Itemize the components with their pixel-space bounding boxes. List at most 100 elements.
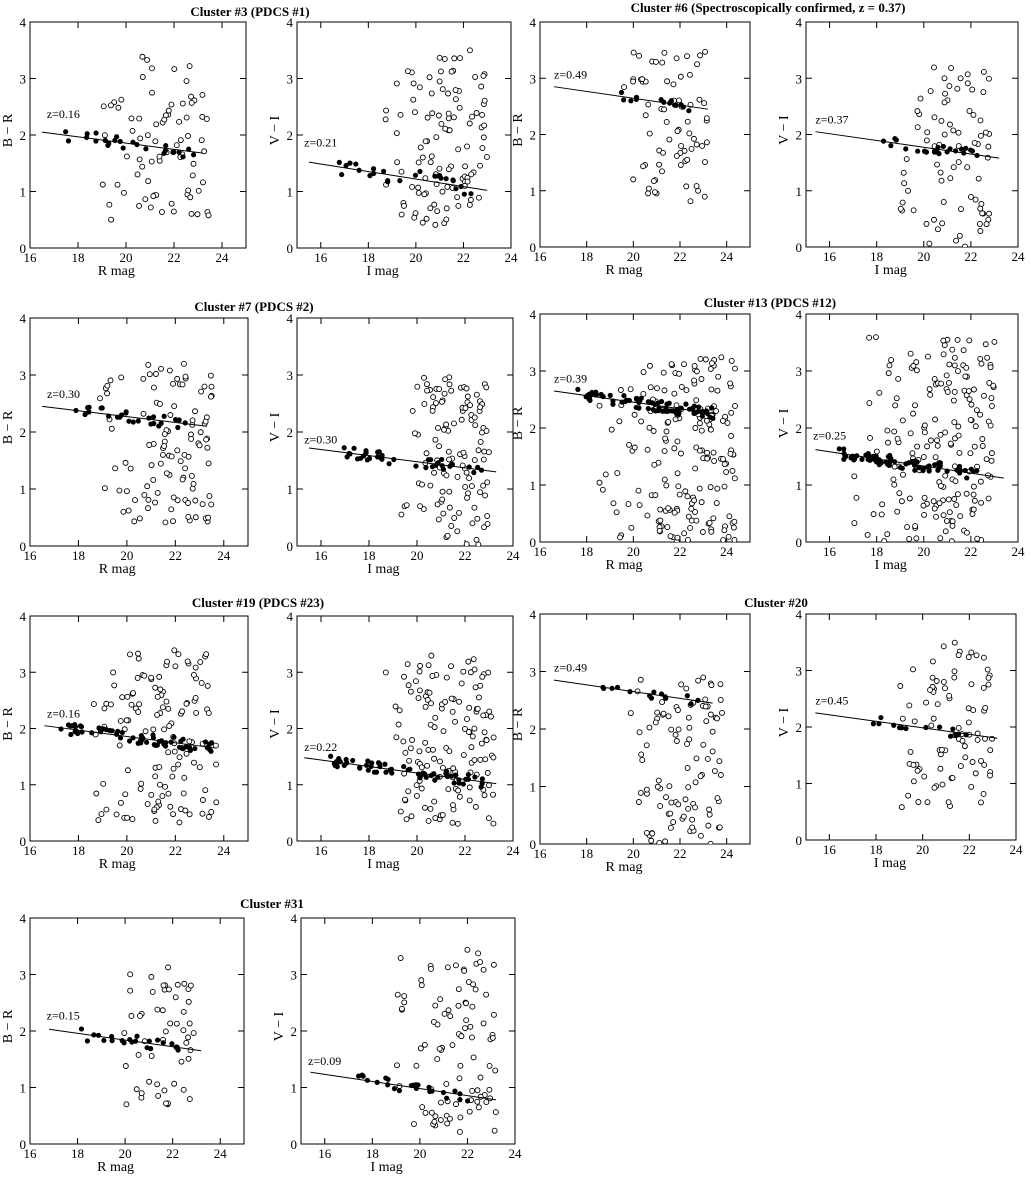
x-tick-label: 18	[366, 1146, 379, 1161]
field-galaxy-point	[717, 681, 724, 688]
cluster-member-point	[683, 401, 689, 407]
field-galaxy-point	[429, 673, 436, 679]
field-galaxy-point	[411, 109, 418, 116]
field-galaxy-point	[480, 134, 487, 141]
field-galaxy-point	[445, 166, 452, 173]
plot-points	[63, 53, 212, 223]
field-galaxy-point	[398, 1005, 405, 1012]
field-galaxy-point	[482, 492, 489, 499]
cluster-member-point	[360, 1073, 366, 1079]
cluster-member-point	[171, 734, 177, 740]
field-galaxy-point	[948, 65, 955, 72]
field-galaxy-point	[186, 738, 193, 745]
field-galaxy-point	[693, 755, 700, 762]
field-galaxy-point	[429, 110, 436, 117]
field-galaxy-point	[968, 649, 975, 656]
field-galaxy-point	[430, 394, 437, 401]
x-tick-label: 16	[823, 249, 837, 264]
field-galaxy-point	[446, 748, 453, 755]
field-galaxy-point	[969, 759, 976, 765]
field-galaxy-point	[479, 673, 486, 680]
cluster-member-point	[926, 468, 932, 474]
cluster-member-point	[169, 1041, 175, 1047]
cluster-member-point	[370, 166, 377, 172]
field-galaxy-point	[382, 669, 389, 676]
field-galaxy-point	[973, 652, 980, 659]
y-tick-label: 3	[530, 364, 537, 379]
field-galaxy-point	[693, 397, 700, 404]
cluster-member-point	[425, 457, 432, 463]
x-axis-label: I mag	[367, 562, 399, 577]
field-galaxy-point	[625, 501, 632, 508]
field-galaxy-point	[447, 1013, 454, 1020]
field-galaxy-point	[661, 106, 668, 113]
field-galaxy-point	[890, 476, 897, 483]
field-galaxy-point	[192, 664, 199, 671]
cluster-member-point	[121, 1040, 127, 1046]
field-galaxy-point	[711, 458, 718, 464]
field-galaxy-point	[166, 723, 173, 729]
field-galaxy-point	[146, 442, 153, 448]
cluster-title: Cluster #7 (PDCS #2)	[194, 299, 313, 314]
field-galaxy-point	[645, 101, 652, 108]
y-tick-label: 1	[530, 780, 537, 795]
field-galaxy-point	[148, 973, 155, 980]
field-galaxy-point	[187, 982, 194, 989]
field-galaxy-point	[714, 715, 720, 722]
field-galaxy-point	[490, 754, 497, 761]
y-tick-label: 2	[796, 128, 803, 143]
red-sequence-fit-line	[815, 449, 1004, 479]
field-galaxy-point	[956, 449, 963, 456]
cluster-member-point	[465, 771, 472, 778]
cluster-member-point	[465, 1098, 471, 1104]
field-galaxy-point	[716, 758, 723, 765]
field-galaxy-point	[200, 179, 206, 186]
field-galaxy-point	[167, 803, 174, 810]
field-galaxy-point	[436, 443, 443, 450]
cluster-member-point	[915, 148, 921, 154]
plot-frame	[805, 613, 1017, 841]
field-galaxy-point	[940, 337, 947, 344]
field-galaxy-point	[166, 986, 172, 993]
cluster-member-point	[968, 466, 974, 472]
field-galaxy-point	[452, 718, 458, 725]
cluster-member-point	[912, 467, 918, 473]
field-galaxy-point	[401, 202, 407, 209]
field-galaxy-point	[180, 1027, 187, 1034]
field-galaxy-point	[454, 820, 461, 827]
field-galaxy-point	[667, 533, 674, 540]
field-galaxy-point	[701, 100, 708, 107]
field-galaxy-point	[172, 994, 179, 1001]
field-galaxy-point	[150, 476, 157, 483]
x-axis-label: R mag	[606, 558, 643, 573]
cluster-member-point	[126, 418, 132, 424]
field-galaxy-point	[439, 488, 446, 495]
field-galaxy-point	[171, 647, 178, 654]
field-galaxy-point	[427, 205, 434, 212]
field-galaxy-point	[438, 398, 445, 405]
field-galaxy-point	[898, 804, 905, 811]
field-galaxy-point	[460, 752, 467, 759]
field-galaxy-point	[940, 643, 947, 650]
field-galaxy-point	[124, 693, 131, 700]
red-sequence-fit-line	[815, 131, 1000, 159]
field-galaxy-point	[635, 487, 642, 494]
field-galaxy-point	[184, 658, 191, 665]
field-galaxy-point	[924, 353, 931, 360]
field-galaxy-point	[942, 429, 949, 436]
field-galaxy-point	[462, 1025, 469, 1032]
red-sequence-fit-line	[48, 1028, 202, 1052]
field-galaxy-point	[200, 797, 206, 803]
y-tick-label: 0	[20, 1137, 27, 1152]
field-galaxy-point	[688, 146, 695, 152]
field-galaxy-point	[685, 784, 692, 791]
cluster-member-point	[96, 725, 102, 731]
plot-points	[73, 360, 215, 526]
field-galaxy-point	[687, 198, 694, 205]
field-galaxy-point	[432, 714, 439, 721]
field-galaxy-point	[864, 531, 871, 538]
field-galaxy-point	[455, 146, 462, 153]
field-galaxy-point	[443, 205, 450, 212]
cluster-member-point	[691, 403, 697, 409]
